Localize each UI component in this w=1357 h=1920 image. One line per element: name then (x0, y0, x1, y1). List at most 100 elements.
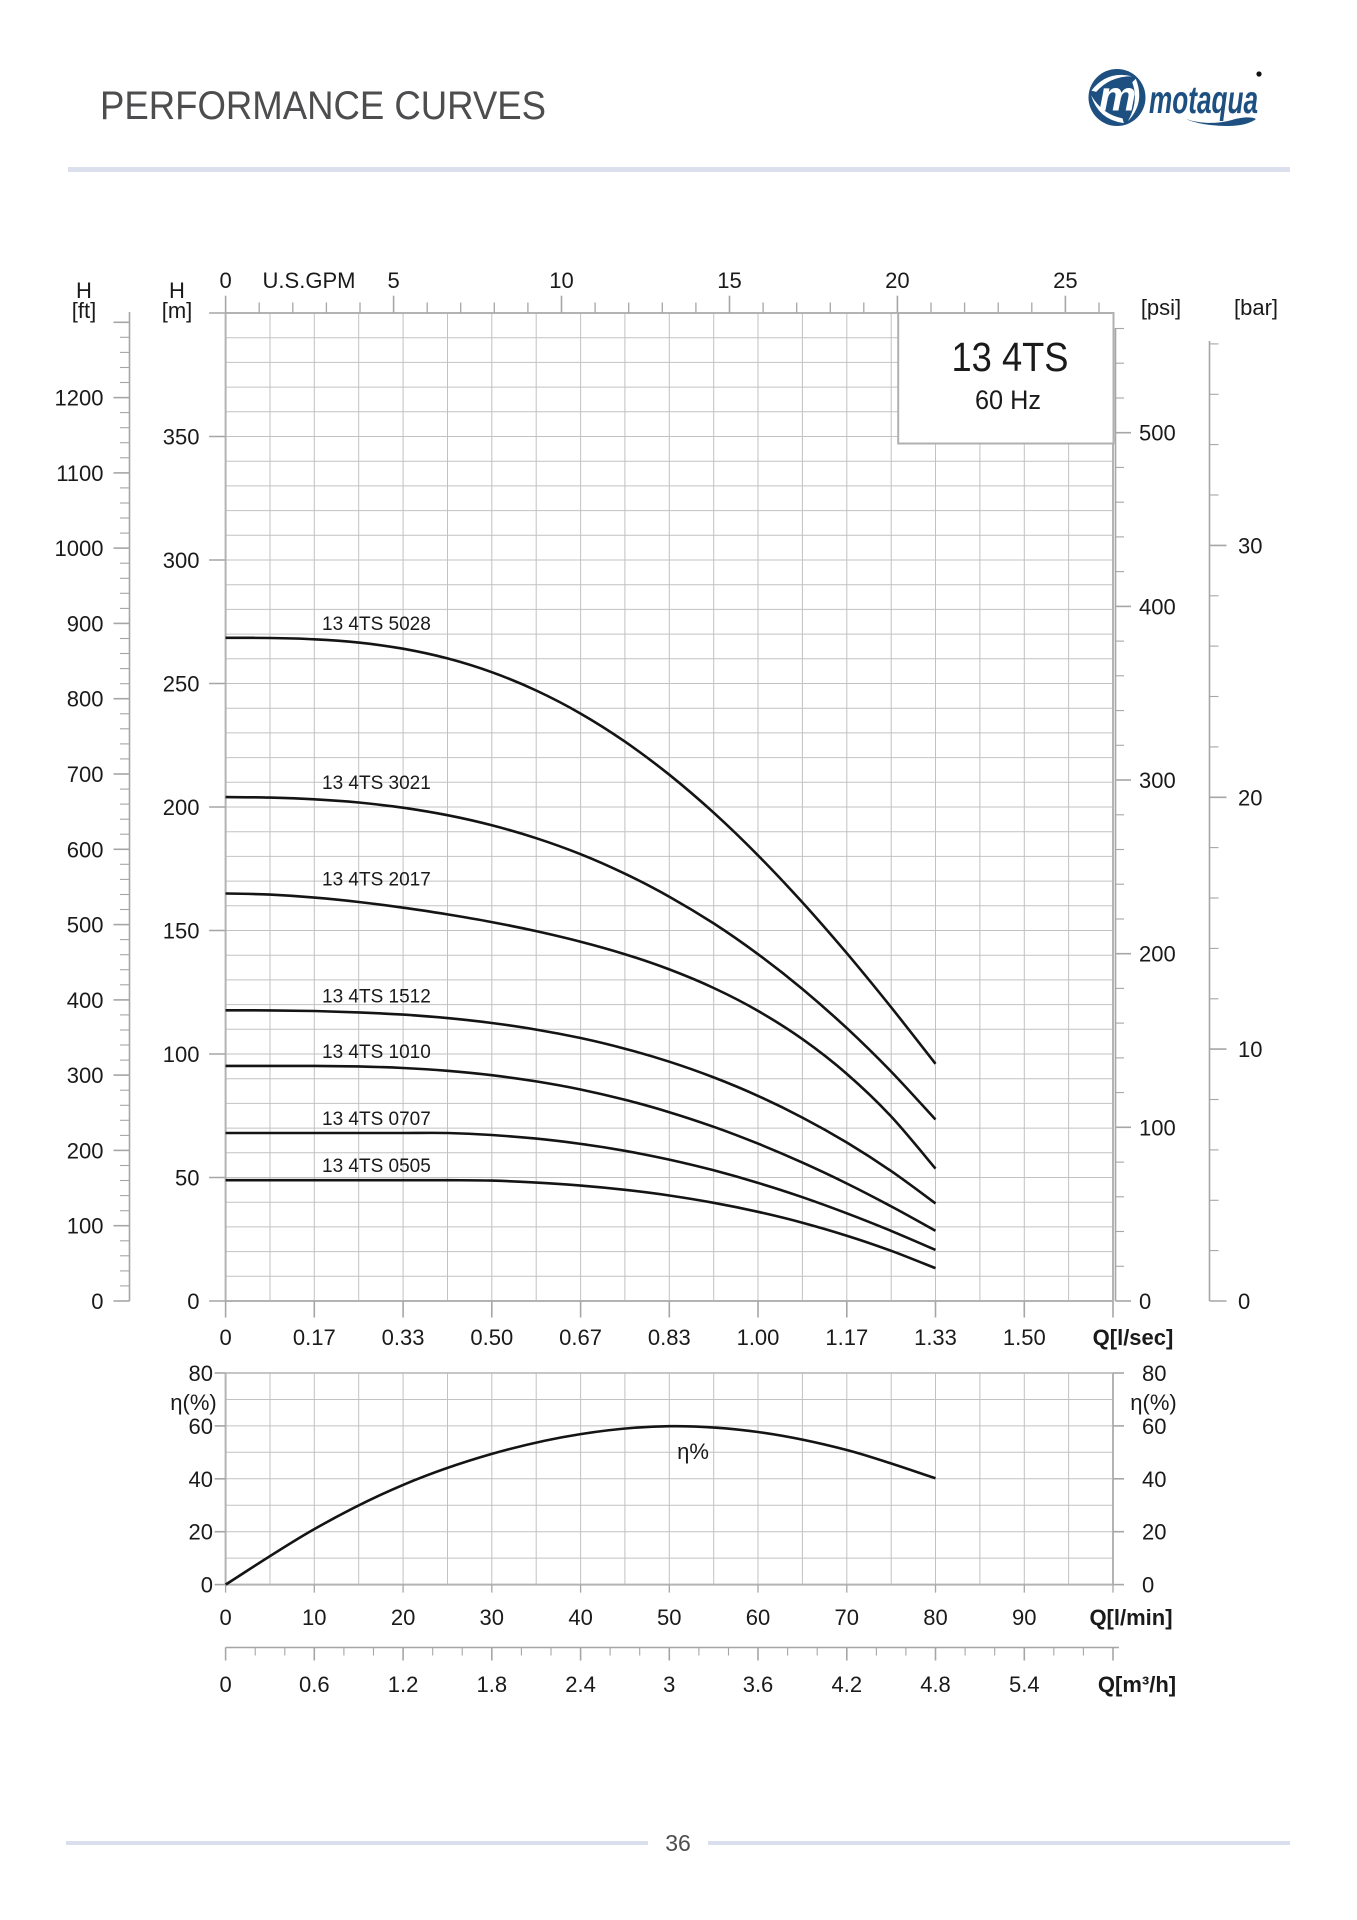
svg-text:3.6: 3.6 (743, 1672, 774, 1697)
svg-text:η(%): η(%) (1130, 1390, 1176, 1415)
svg-text:2.4: 2.4 (565, 1672, 596, 1697)
svg-text:m: m (1099, 73, 1136, 120)
svg-text:0: 0 (91, 1289, 103, 1314)
svg-text:13 4TS 0707: 13 4TS 0707 (322, 1109, 431, 1130)
svg-text:1.17: 1.17 (825, 1325, 868, 1350)
svg-text:60: 60 (189, 1414, 213, 1439)
svg-text:0: 0 (201, 1573, 213, 1598)
svg-text:30: 30 (1238, 533, 1262, 558)
svg-text:10: 10 (549, 268, 573, 293)
svg-text:60: 60 (1142, 1414, 1166, 1439)
svg-text:20: 20 (885, 268, 909, 293)
svg-text:0: 0 (1142, 1573, 1154, 1598)
svg-text:500: 500 (1139, 421, 1176, 446)
svg-text:150: 150 (163, 919, 200, 944)
svg-text:400: 400 (1139, 594, 1176, 619)
svg-text:3: 3 (663, 1672, 675, 1697)
svg-text:5: 5 (387, 268, 399, 293)
svg-text:PERFORMANCE CURVES: PERFORMANCE CURVES (100, 84, 546, 128)
svg-text:350: 350 (163, 425, 200, 450)
svg-text:0: 0 (1238, 1289, 1250, 1314)
svg-text:600: 600 (67, 837, 104, 862)
svg-text:[psi]: [psi] (1141, 295, 1181, 320)
svg-text:80: 80 (1142, 1361, 1166, 1386)
svg-text:0.83: 0.83 (648, 1325, 691, 1350)
svg-text:400: 400 (67, 988, 104, 1013)
svg-text:0: 0 (219, 1325, 231, 1350)
svg-text:900: 900 (67, 611, 104, 636)
svg-text:13 4TS 5028: 13 4TS 5028 (322, 614, 431, 635)
svg-text:0.50: 0.50 (470, 1325, 513, 1350)
svg-text:1.2: 1.2 (388, 1672, 419, 1697)
svg-text:4.2: 4.2 (832, 1672, 863, 1697)
svg-text:20: 20 (1142, 1520, 1166, 1545)
svg-text:0: 0 (1139, 1289, 1151, 1314)
svg-text:1.8: 1.8 (477, 1672, 508, 1697)
svg-text:700: 700 (67, 762, 104, 787)
svg-text:1.50: 1.50 (1003, 1325, 1046, 1350)
svg-text:[m]: [m] (162, 298, 193, 323)
svg-text:Q[l/min]: Q[l/min] (1089, 1605, 1172, 1630)
svg-text:100: 100 (1139, 1115, 1176, 1140)
svg-text:H: H (169, 278, 185, 303)
svg-text:300: 300 (1139, 768, 1176, 793)
svg-text:1.00: 1.00 (737, 1325, 780, 1350)
svg-text:20: 20 (1238, 785, 1262, 810)
svg-text:1100: 1100 (56, 461, 103, 486)
svg-text:13 4TS 2017: 13 4TS 2017 (322, 870, 431, 891)
svg-text:36: 36 (665, 1830, 691, 1856)
svg-text:50: 50 (175, 1166, 199, 1191)
svg-text:70: 70 (835, 1605, 859, 1630)
svg-text:30: 30 (480, 1605, 504, 1630)
svg-text:0: 0 (187, 1289, 199, 1314)
svg-text:13 4TS 3021: 13 4TS 3021 (322, 773, 431, 794)
svg-text:800: 800 (67, 687, 104, 712)
svg-text:500: 500 (67, 913, 104, 938)
svg-text:13 4TS: 13 4TS (952, 334, 1069, 380)
svg-text:20: 20 (391, 1605, 415, 1630)
svg-text:40: 40 (189, 1467, 213, 1492)
svg-text:13 4TS 0505: 13 4TS 0505 (322, 1156, 431, 1177)
svg-text:60 Hz: 60 Hz (975, 385, 1041, 415)
svg-text:200: 200 (67, 1138, 104, 1163)
svg-text:5.4: 5.4 (1009, 1672, 1040, 1697)
svg-text:13 4TS 1010: 13 4TS 1010 (322, 1042, 431, 1063)
svg-text:60: 60 (746, 1605, 770, 1630)
svg-text:200: 200 (163, 795, 200, 820)
svg-text:motaqua: motaqua (1149, 79, 1258, 122)
svg-text:80: 80 (923, 1605, 947, 1630)
svg-text:1200: 1200 (55, 386, 104, 411)
svg-text:300: 300 (163, 548, 200, 573)
svg-text:25: 25 (1053, 268, 1077, 293)
svg-text:0: 0 (219, 1672, 231, 1697)
svg-text:0.33: 0.33 (382, 1325, 425, 1350)
svg-text:100: 100 (163, 1042, 200, 1067)
svg-text:13 4TS 1512: 13 4TS 1512 (322, 986, 431, 1007)
svg-text:40: 40 (568, 1605, 592, 1630)
svg-text:H: H (76, 278, 92, 303)
svg-text:Q[l/sec]: Q[l/sec] (1093, 1325, 1174, 1350)
svg-text:50: 50 (657, 1605, 681, 1630)
svg-text:300: 300 (67, 1063, 104, 1088)
svg-text:10: 10 (302, 1605, 326, 1630)
svg-text:100: 100 (67, 1214, 104, 1239)
svg-text:[ft]: [ft] (72, 298, 96, 323)
svg-text:40: 40 (1142, 1467, 1166, 1492)
svg-text:10: 10 (1238, 1037, 1262, 1062)
svg-text:η%: η% (677, 1439, 709, 1464)
svg-text:15: 15 (717, 268, 741, 293)
svg-text:20: 20 (189, 1520, 213, 1545)
svg-text:1000: 1000 (55, 536, 104, 561)
svg-text:200: 200 (1139, 942, 1176, 967)
svg-text:η(%): η(%) (170, 1390, 216, 1415)
svg-text:0.17: 0.17 (293, 1325, 336, 1350)
svg-text:0: 0 (219, 268, 231, 293)
svg-text:0: 0 (219, 1605, 231, 1630)
svg-text:1.33: 1.33 (914, 1325, 957, 1350)
svg-text:80: 80 (189, 1361, 213, 1386)
svg-text:U.S.GPM: U.S.GPM (263, 268, 356, 293)
svg-text:Q[m³/h]: Q[m³/h] (1098, 1672, 1176, 1697)
svg-text:0.6: 0.6 (299, 1672, 330, 1697)
svg-text:[bar]: [bar] (1234, 295, 1278, 320)
svg-text:90: 90 (1012, 1605, 1036, 1630)
